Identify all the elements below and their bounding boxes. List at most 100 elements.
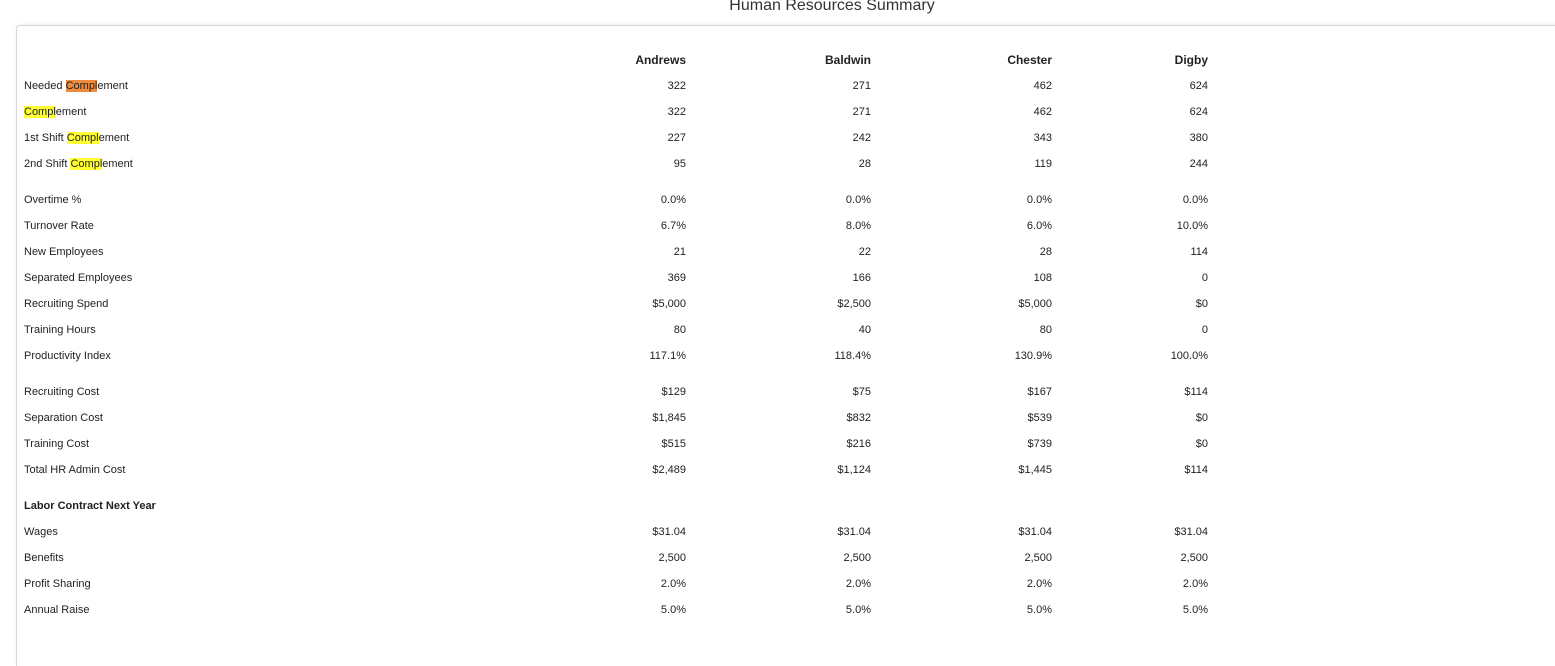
cell-andrews: $515 (661, 438, 686, 450)
cell-andrews: 80 (673, 324, 686, 336)
cell-digby: $0 (1195, 298, 1208, 310)
row-label: Recruiting Spend (24, 298, 109, 310)
cell-digby: 624 (1189, 106, 1208, 118)
table-row: Recruiting Spend $5,000 $2,500 $5,000 $0 (24, 291, 1208, 317)
table-row: Recruiting Cost $129 $75 $167 $114 (24, 379, 1208, 405)
cell-andrews: 322 (667, 106, 686, 118)
section-heading: Labor Contract Next Year (24, 500, 156, 512)
row-label: New Employees (24, 246, 104, 258)
row-label: Needed Complement (24, 80, 128, 92)
cell-andrews: 2.0% (660, 578, 686, 590)
row-label: 2nd Shift Complement (24, 158, 133, 170)
cell-chester: 2.0% (1026, 578, 1052, 590)
table-row: Training Hours 80 40 80 0 (24, 317, 1208, 343)
cell-andrews: 2,500 (658, 552, 686, 564)
search-match: Compl (66, 132, 99, 144)
cell-andrews: 0.0% (660, 194, 686, 206)
cell-chester: $1,445 (1018, 464, 1052, 476)
cell-digby: 2.0% (1182, 578, 1208, 590)
cell-baldwin: 28 (858, 158, 871, 170)
cell-andrews: 322 (667, 80, 686, 92)
table-row: Benefits 2,500 2,500 2,500 2,500 (24, 545, 1208, 571)
table-row: Total HR Admin Cost $2,489 $1,124 $1,445… (24, 457, 1208, 483)
table-row: Wages $31.04 $31.04 $31.04 $31.04 (24, 519, 1208, 545)
current-search-match: Compl (65, 80, 98, 92)
cell-digby: 10.0% (1176, 220, 1208, 232)
cell-chester: 28 (1039, 246, 1052, 258)
row-label: Complement (24, 106, 87, 118)
cell-chester: 6.0% (1026, 220, 1052, 232)
table-row: Annual Raise 5.0% 5.0% 5.0% 5.0% (24, 597, 1208, 623)
table-row: Separated Employees 369 166 108 0 (24, 265, 1208, 291)
cell-baldwin: $216 (846, 438, 871, 450)
row-label: Total HR Admin Cost (24, 464, 126, 476)
cell-chester: 5.0% (1026, 604, 1052, 616)
cell-baldwin: 242 (852, 132, 871, 144)
cell-baldwin: 2.0% (845, 578, 871, 590)
cell-digby: 0.0% (1182, 194, 1208, 206)
cell-baldwin: $2,500 (837, 298, 871, 310)
row-label: Productivity Index (24, 350, 111, 362)
search-match: Compl (24, 106, 56, 118)
cell-digby: $0 (1195, 438, 1208, 450)
table-row: Profit Sharing 2.0% 2.0% 2.0% 2.0% (24, 571, 1208, 597)
table-row: Productivity Index 117.1% 118.4% 130.9% … (24, 343, 1208, 369)
section-heading-row: Labor Contract Next Year (24, 493, 1208, 519)
cell-digby: 114 (1190, 246, 1208, 258)
cell-digby: $0 (1195, 412, 1208, 424)
row-label: Benefits (24, 552, 64, 564)
table-row: Training Cost $515 $216 $739 $0 (24, 431, 1208, 457)
row-label: Profit Sharing (24, 578, 91, 590)
cell-chester: $31.04 (1018, 526, 1052, 538)
cell-baldwin: 2,500 (843, 552, 871, 564)
table-row: Needed Complement 322 271 462 624 (24, 73, 1208, 99)
col-header-andrews: Andrews (635, 53, 686, 67)
cell-chester: $167 (1027, 386, 1052, 398)
cell-andrews: 5.0% (660, 604, 686, 616)
cell-andrews: $1,845 (652, 412, 686, 424)
cell-digby: 5.0% (1182, 604, 1208, 616)
cell-digby: 0 (1201, 272, 1208, 284)
row-label: Overtime % (24, 194, 82, 206)
cell-baldwin: 118.4% (834, 350, 872, 362)
cell-baldwin: 271 (852, 106, 871, 118)
row-label: Training Cost (24, 438, 90, 450)
cell-chester: 130.9% (1014, 350, 1052, 362)
cell-andrews: 227 (667, 132, 686, 144)
cell-chester: 108 (1033, 272, 1052, 284)
cell-digby: 2,500 (1180, 552, 1208, 564)
cell-chester: $5,000 (1018, 298, 1052, 310)
table-row: Complement 322 271 462 624 (24, 99, 1208, 125)
row-label: Recruiting Cost (24, 386, 100, 398)
table-row: 1st Shift Complement 227 242 343 380 (24, 125, 1208, 151)
cell-baldwin: 5.0% (845, 604, 871, 616)
row-label: Turnover Rate (24, 220, 94, 232)
cell-digby: $114 (1184, 464, 1208, 476)
cell-andrews: $31.04 (652, 526, 686, 538)
cell-baldwin: 166 (852, 272, 871, 284)
cell-baldwin: 8.0% (845, 220, 871, 232)
cell-digby: 380 (1189, 132, 1208, 144)
cell-digby: $31.04 (1174, 526, 1208, 538)
label-column-header (24, 47, 504, 73)
table-row: Overtime % 0.0% 0.0% 0.0% 0.0% (24, 187, 1208, 213)
table-row: Separation Cost $1,845 $832 $539 $0 (24, 405, 1208, 431)
cell-baldwin: 40 (858, 324, 871, 336)
row-label: Training Hours (24, 324, 96, 336)
cell-chester: 343 (1033, 132, 1052, 144)
row-label: Separation Cost (24, 412, 103, 424)
cell-andrews: 369 (667, 272, 686, 284)
cell-baldwin: $832 (846, 412, 871, 424)
header-row: Andrews Baldwin Chester Digby (24, 47, 1208, 73)
cell-chester: 2,500 (1024, 552, 1052, 564)
section-spacer (24, 177, 1208, 187)
cell-andrews: 6.7% (660, 220, 686, 232)
section-spacer (24, 369, 1208, 379)
cell-chester: $739 (1027, 438, 1052, 450)
hr-summary-table: Andrews Baldwin Chester Digby Needed Com… (24, 47, 1208, 623)
cell-digby: 100.0% (1170, 350, 1208, 362)
section-spacer (24, 483, 1208, 493)
cell-chester: $539 (1027, 412, 1052, 424)
row-label: Separated Employees (24, 272, 133, 284)
cell-baldwin: $75 (852, 386, 871, 398)
